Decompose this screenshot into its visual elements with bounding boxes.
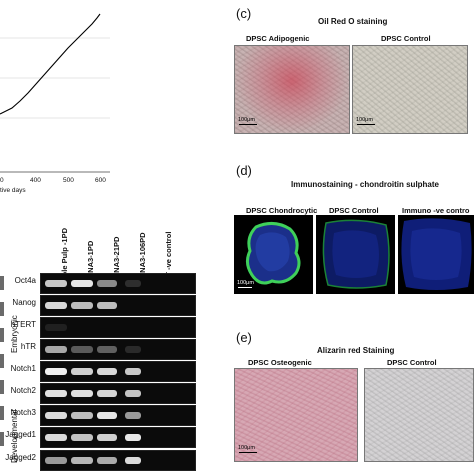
gene-label: hTERT	[10, 320, 36, 329]
gene-label: hTR	[20, 342, 36, 351]
scale-bar	[238, 287, 252, 288]
control-immuno-image	[316, 215, 395, 294]
chondrocytic-pellet	[245, 222, 301, 285]
scale-bar	[239, 124, 257, 125]
x-tick-label: 400	[30, 177, 41, 184]
panel-d-label: DPSC Chondrocytic	[246, 206, 318, 215]
chondrocytic-image: 100μm	[234, 215, 313, 294]
scale-bar	[357, 124, 375, 125]
gel-row	[40, 273, 196, 294]
scale-label: 100μm	[238, 117, 255, 123]
gel-row	[40, 427, 196, 448]
scale-label: 100μm	[356, 117, 373, 123]
x-tick-label: 0	[0, 177, 4, 184]
gene-label: Notch2	[10, 386, 36, 395]
scale-label: 100μm	[238, 445, 255, 451]
growth-chart-svg	[0, 13, 110, 173]
gene-label: Oct4a	[14, 276, 36, 285]
panel-c-title: Oil Red O staining	[318, 17, 388, 26]
alizarin-osteogenic-image: 100μm	[234, 368, 358, 462]
gene-label: Notch1	[10, 364, 36, 373]
panel-d-title: Immunostaining - chondroitin sulphate	[291, 180, 439, 189]
gel-row	[40, 383, 196, 404]
growth-chart: 0 400 500 600 tive days	[0, 0, 118, 200]
gel-row	[40, 295, 196, 316]
alizarin-control-image	[364, 368, 474, 462]
panel-letter-e: (e)	[236, 330, 252, 345]
gel-panel: Whole Pulp -1PD hFNA3-1PD hFNA3-21PD hFN…	[0, 210, 230, 474]
gene-label: Notch3	[10, 408, 36, 417]
gel-row	[40, 339, 196, 360]
panel-e-left-label: DPSC Osteogenic	[248, 358, 312, 367]
panel-letter-d: (d)	[236, 163, 252, 178]
panel-letter-c: (c)	[236, 6, 252, 21]
x-axis-label: tive days	[0, 187, 26, 194]
scale-bar	[239, 452, 257, 453]
panel-c-right-label: DPSC Control	[381, 34, 431, 43]
growth-curve	[0, 13, 101, 115]
gel-row	[40, 317, 196, 338]
gene-label: Jagged2	[5, 453, 36, 462]
gene-label: Jagged1	[5, 430, 36, 439]
oil-red-adipogenic-image: 100μm	[234, 45, 350, 134]
panel-e-right-label: DPSC Control	[387, 358, 437, 367]
panel-d-label: DPSC Control	[329, 206, 379, 215]
negative-control-image	[398, 215, 474, 294]
control-pellet	[322, 219, 390, 289]
panel-d-label: Immuno -ve contro	[402, 206, 470, 215]
gel-row	[40, 405, 196, 426]
x-tick-label: 500	[63, 177, 74, 184]
gel-row	[40, 361, 196, 382]
gel-row	[40, 450, 196, 471]
panel-e-title: Alizarin red Staining	[317, 346, 395, 355]
oil-red-control-image: 100μm	[352, 45, 468, 134]
edge-marker	[0, 276, 4, 458]
panel-c-left-label: DPSC Adipogenic	[246, 34, 310, 43]
scale-label: 100μm	[237, 280, 254, 286]
gene-label: Nanog	[12, 298, 36, 307]
negative-pellet	[401, 218, 472, 290]
x-tick-label: 600	[95, 177, 106, 184]
